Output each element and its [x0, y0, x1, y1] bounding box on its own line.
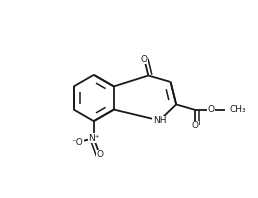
Text: NH: NH — [153, 116, 166, 125]
Text: O: O — [207, 106, 214, 114]
Text: O: O — [192, 121, 199, 130]
Text: O: O — [96, 150, 103, 159]
Text: O: O — [141, 55, 148, 64]
Text: N⁺: N⁺ — [88, 134, 100, 143]
Text: ⁻O: ⁻O — [71, 138, 83, 147]
Text: CH₃: CH₃ — [229, 106, 246, 114]
